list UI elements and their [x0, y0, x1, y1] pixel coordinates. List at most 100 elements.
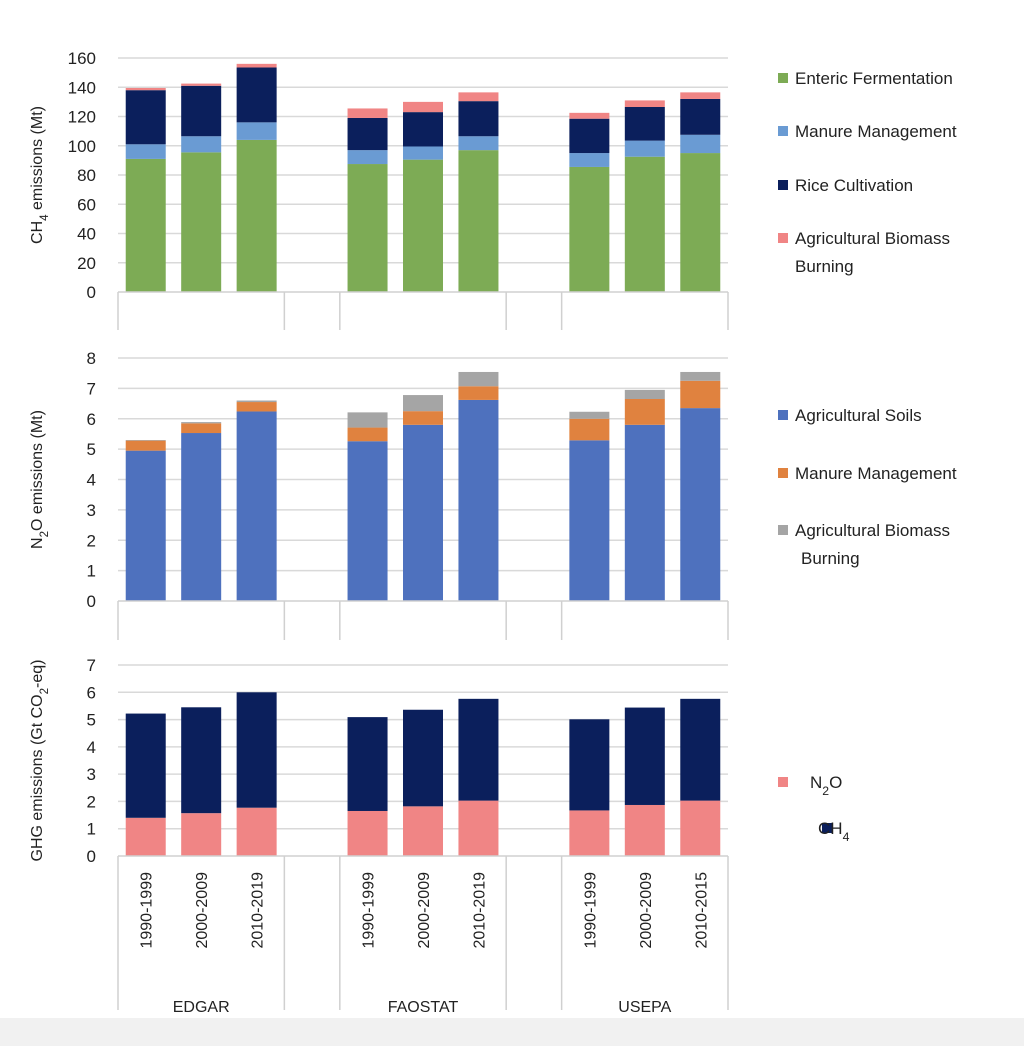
bar-segment-agricultural-biomass-burning [569, 411, 610, 419]
y-tick-label: 8 [87, 349, 96, 368]
bar-segment-manure-management [624, 399, 665, 425]
bar-segment-enteric-fermentation [624, 156, 665, 292]
y-tick-label: 0 [87, 283, 96, 302]
bar-segment-rice-cultivation [624, 106, 665, 141]
bar-segment-agricultural-soils [403, 424, 443, 601]
y-tick-label: 140 [68, 78, 96, 97]
bar-segment-n2o [403, 806, 443, 856]
x-category-label: 1990-1999 [582, 872, 599, 949]
bar-segment-ch4 [458, 698, 499, 801]
bar-segment-agricultural-biomass-burning [125, 87, 166, 91]
bar-segment-agricultural-biomass-burning [680, 92, 721, 99]
bar-segment-enteric-fermentation [680, 153, 721, 292]
bar-segment-enteric-fermentation [347, 164, 388, 292]
bar-segment-rice-cultivation [458, 101, 499, 137]
bar-segment-manure-management [347, 150, 388, 165]
bar-segment-agricultural-soils [458, 399, 499, 601]
bar-segment-agricultural-soils [236, 411, 277, 601]
bar-segment-rice-cultivation [236, 67, 277, 123]
bar-segment-enteric-fermentation [458, 150, 499, 292]
y-tick-label: 120 [68, 108, 96, 127]
bar-segment-ch4 [680, 698, 721, 801]
legend-swatch [778, 233, 788, 243]
bar-segment-rice-cultivation [347, 117, 388, 151]
bar-segment-enteric-fermentation [181, 152, 222, 292]
y-axis-label: CH4 emissions (Mt) [29, 106, 51, 244]
bar-segment-manure-management [680, 380, 721, 409]
bar-segment-manure-management [347, 427, 388, 442]
y-tick-label: 0 [87, 592, 96, 611]
legend-label: Manure Management [795, 122, 957, 141]
bar-segment-agricultural-soils [569, 440, 610, 601]
y-tick-label: 40 [77, 225, 96, 244]
y-tick-label: 80 [77, 166, 96, 185]
bar-segment-ch4 [125, 713, 166, 818]
bar-segment-agricultural-biomass-burning [236, 63, 277, 68]
bar-segment-agricultural-soils [624, 424, 665, 601]
bar-segment-agricultural-biomass-burning [403, 395, 443, 412]
bar-segment-agricultural-biomass-burning [347, 412, 388, 428]
bar-segment-ch4 [569, 719, 610, 811]
x-group-label: EDGAR [173, 999, 230, 1016]
bar-segment-rice-cultivation [569, 118, 610, 154]
legend: Agricultural Soils Manure Management Agric… [778, 406, 957, 568]
bottom-strip [0, 1018, 1024, 1046]
bar-segment-manure-management [624, 140, 665, 157]
legend-swatch [778, 126, 788, 136]
x-category-label: 2000-2009 [416, 872, 433, 949]
legend-swatch [778, 525, 788, 535]
bar-segment-n2o [181, 813, 222, 856]
bar-segment-manure-management [569, 153, 610, 167]
x-category-label: 2010-2019 [250, 872, 267, 949]
bar-segment-enteric-fermentation [403, 159, 443, 292]
legend-swatch [778, 468, 788, 478]
y-tick-label: 100 [68, 137, 96, 156]
legend-label: Agricultural Biomass Burning [795, 229, 950, 276]
legend: Enteric Fermentation Manure Management Ric… [778, 69, 957, 276]
bar-segment-ch4 [347, 717, 388, 811]
y-tick-label: 7 [87, 379, 96, 398]
bar-segment-ch4 [236, 692, 277, 808]
bar-segment-n2o [347, 810, 388, 856]
bar-segment-n2o [624, 804, 665, 856]
bar-segment-manure-management [236, 122, 277, 140]
bar-segment-manure-management [403, 146, 443, 160]
bar-segment-manure-management [125, 440, 166, 451]
x-category-label: 1990-1999 [139, 872, 156, 949]
bar-segment-agricultural-biomass-burning [624, 389, 665, 400]
bar-segment-agricultural-biomass-burning [458, 92, 499, 102]
bar-segment-ch4 [181, 707, 222, 814]
legend-label: Manure Management [795, 464, 957, 483]
bar-segment-n2o [680, 800, 721, 856]
y-tick-label: 3 [87, 765, 96, 784]
bar-segment-agricultural-soils [125, 450, 166, 601]
bar-segment-agricultural-biomass-burning [125, 440, 166, 441]
bar-segment-rice-cultivation [680, 98, 721, 135]
legend-label: Enteric Fermentation [795, 69, 953, 88]
y-axis-label: GHG emissions (Gt CO2-eq) [29, 660, 51, 862]
bar-segment-agricultural-soils [347, 441, 388, 601]
legend-label: Rice Cultivation [795, 176, 913, 195]
y-tick-label: 6 [87, 410, 96, 429]
x-group-label: USEPA [618, 999, 671, 1016]
bar-segment-agricultural-biomass-burning [347, 108, 388, 118]
bar-segment-rice-cultivation [125, 90, 166, 145]
bar-segment-enteric-fermentation [569, 166, 610, 292]
legend-swatch [778, 777, 788, 787]
y-tick-label: 20 [77, 254, 96, 273]
bar-segment-rice-cultivation [181, 85, 222, 137]
legend-swatch [778, 180, 788, 190]
bar-segment-manure-management [125, 144, 166, 159]
x-category-label: 1990-1999 [361, 872, 378, 949]
y-tick-label: 7 [87, 656, 96, 675]
x-category-label: 2010-2015 [693, 872, 710, 949]
bar-segment-enteric-fermentation [125, 158, 166, 292]
y-tick-label: 5 [87, 440, 96, 459]
y-tick-label: 1 [87, 562, 96, 581]
bar-segment-manure-management [458, 136, 499, 151]
bar-segment-agricultural-soils [181, 433, 222, 601]
y-tick-label: 160 [68, 49, 96, 68]
legend-label: CH4 [818, 819, 850, 844]
bar-segment-agricultural-biomass-burning [181, 422, 222, 424]
